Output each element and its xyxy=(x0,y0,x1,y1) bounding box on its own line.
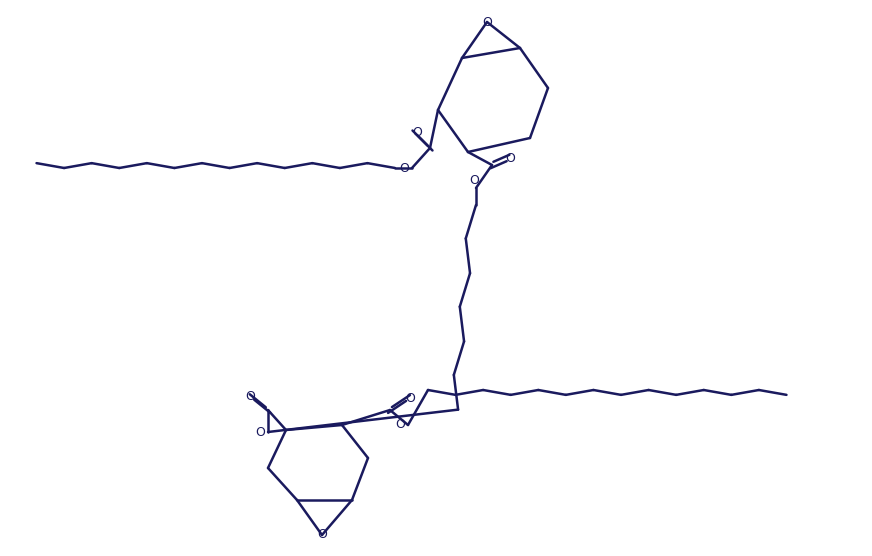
Text: O: O xyxy=(505,151,515,165)
Text: O: O xyxy=(245,390,255,404)
Text: O: O xyxy=(399,161,409,175)
Text: O: O xyxy=(317,529,327,542)
Text: O: O xyxy=(412,127,422,140)
Text: O: O xyxy=(482,16,492,28)
Text: O: O xyxy=(255,425,265,439)
Text: O: O xyxy=(395,419,405,431)
Text: O: O xyxy=(469,173,479,186)
Text: O: O xyxy=(405,391,415,405)
